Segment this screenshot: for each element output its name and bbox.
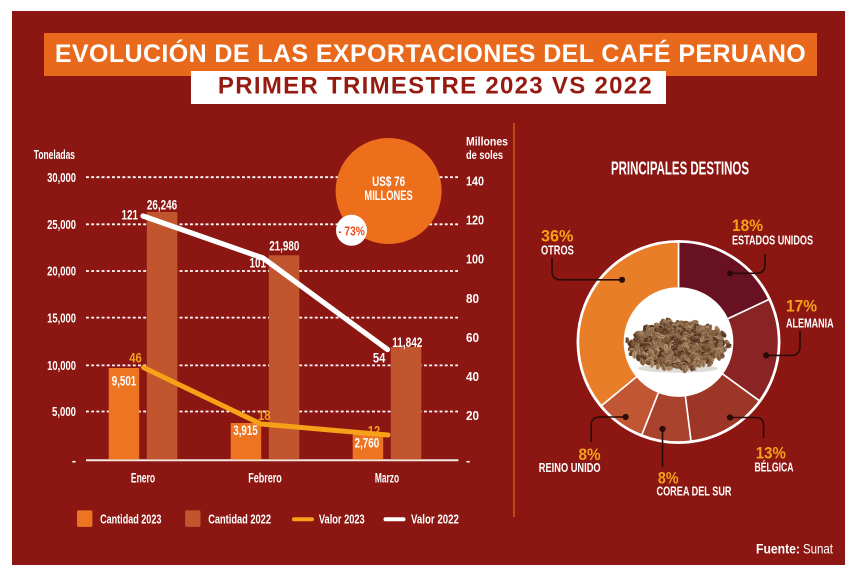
svg-text:-: - [466,454,470,468]
svg-text:8%: 8% [658,469,679,488]
svg-text:OTROS: OTROS [541,244,574,258]
svg-text:Millones: Millones [466,135,508,149]
svg-text:101: 101 [250,256,267,271]
svg-text:40: 40 [466,370,479,384]
svg-text:Cantidad 2022: Cantidad 2022 [208,511,271,526]
svg-text:18: 18 [258,408,271,423]
svg-text:13%: 13% [756,444,786,463]
svg-text:80: 80 [466,292,479,306]
svg-text:3,915: 3,915 [233,423,258,438]
svg-text:Marzo: Marzo [375,471,399,486]
svg-text:2,760: 2,760 [355,436,380,451]
svg-text:26,246: 26,246 [147,197,178,212]
svg-text:REINO UNIDO: REINO UNIDO [539,461,601,475]
svg-text:Toneladas: Toneladas [34,148,75,162]
svg-text:BÉLGICA: BÉLGICA [755,460,794,475]
svg-text:Cantidad 2023: Cantidad 2023 [100,511,161,526]
svg-text:30,000: 30,000 [47,171,76,185]
svg-text:Enero: Enero [131,471,155,486]
svg-text:Febrero: Febrero [248,471,282,486]
svg-text:25,000: 25,000 [47,218,76,232]
svg-text:Fuente:Sunat: Fuente: Sunat [756,541,833,557]
svg-text:120: 120 [466,214,484,228]
svg-text:ESTADOS UNIDOS: ESTADOS UNIDOS [732,233,813,247]
svg-text:US$ 76: US$ 76 [372,174,405,189]
svg-text:- 73%: - 73% [338,223,365,238]
svg-text:100: 100 [466,253,484,267]
svg-text:121: 121 [122,208,139,223]
svg-text:140: 140 [466,175,484,189]
svg-text:60: 60 [466,331,479,345]
svg-text:36%: 36% [541,226,573,245]
svg-text:MILLONES: MILLONES [364,188,412,203]
svg-text:Valor 2022: Valor 2022 [411,511,459,526]
svg-text:20,000: 20,000 [47,265,76,279]
svg-text:11,842: 11,842 [392,335,422,350]
svg-text:ALEMANIA: ALEMANIA [786,316,834,330]
svg-text:COREA DEL SUR: COREA DEL SUR [657,484,732,498]
svg-text:12: 12 [368,423,381,438]
svg-text:18%: 18% [732,216,763,235]
svg-text:20: 20 [466,409,479,423]
svg-text:21,980: 21,980 [269,238,299,253]
svg-text:5,000: 5,000 [52,405,76,419]
svg-text:46: 46 [129,350,142,365]
svg-text:PRINCIPALES DESTINOS: PRINCIPALES DESTINOS [611,159,749,179]
svg-text:15,000: 15,000 [47,311,76,325]
svg-text:10,000: 10,000 [47,359,76,373]
svg-text:54: 54 [373,350,386,365]
svg-text:9,501: 9,501 [112,374,137,389]
svg-text:de soles: de soles [466,148,503,162]
svg-text:Valor 2023: Valor 2023 [319,511,365,526]
svg-text:-: - [72,454,76,468]
svg-text:8%: 8% [579,445,601,464]
svg-text:17%: 17% [786,297,817,316]
